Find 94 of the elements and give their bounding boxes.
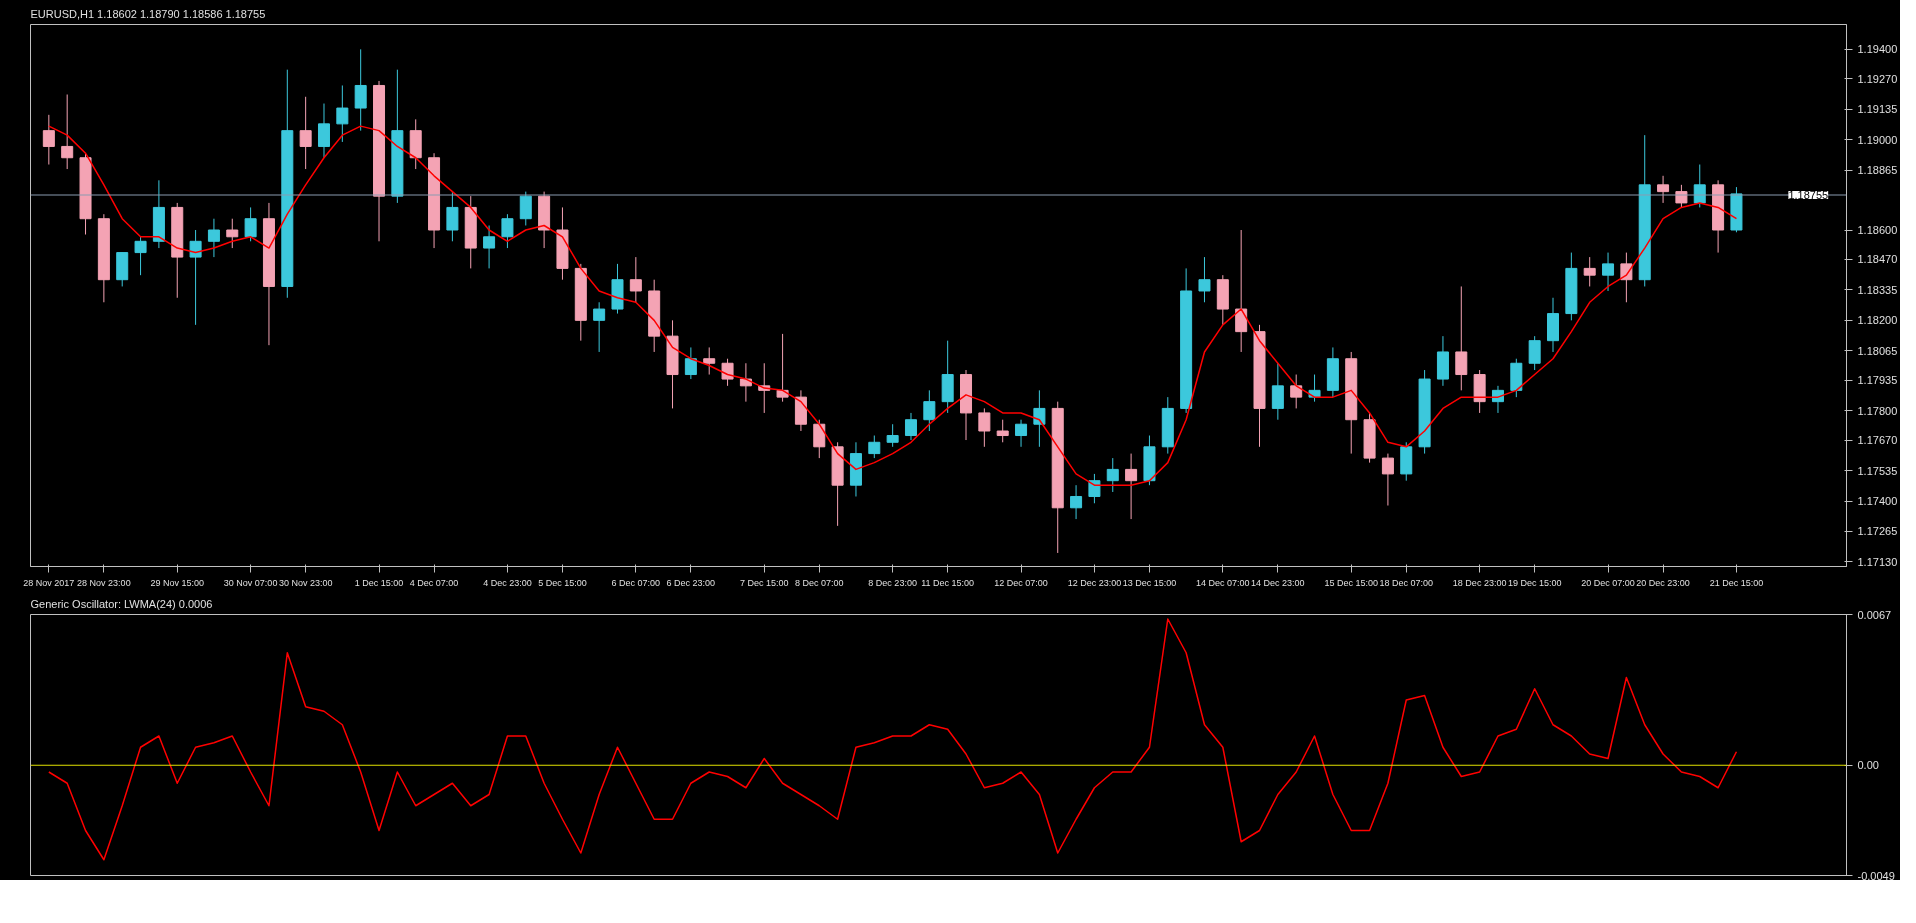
candlestick (226, 218, 239, 249)
candlestick (1271, 362, 1284, 421)
y-tick-label: 1.17670 (1857, 434, 1898, 447)
y-tick-label: -0.0049 (1857, 869, 1895, 882)
x-tick-label: 1 Dec 15:00 (354, 577, 404, 588)
x-tick-label: 11 Dec 15:00 (921, 577, 975, 588)
y-tick-label: 1.19135 (1857, 103, 1898, 116)
x-tick-label: 13 Dec 15:00 (1122, 577, 1177, 588)
y-tick-label: 1.18865 (1857, 164, 1898, 177)
chart-title: EURUSD,H1 1.18602 1.18790 1.18586 1.18755 (30, 7, 266, 20)
x-tick-label: 30 Nov 23:00 (278, 577, 333, 588)
candlestick (1198, 256, 1211, 303)
candlestick (317, 103, 330, 159)
y-tick-label: 1.17400 (1857, 495, 1898, 508)
y-tick-label: 1.18600 (1857, 224, 1898, 237)
x-tick-label: 28 Nov 2017 (23, 577, 75, 588)
candlestick (446, 191, 459, 242)
candlestick (996, 419, 1009, 443)
candlestick (1235, 229, 1248, 353)
y-tick-label: 1.19400 (1857, 43, 1898, 56)
x-tick-label: 14 Dec 07:00 (1196, 577, 1250, 588)
x-tick-label: 8 Dec 07:00 (795, 577, 844, 588)
candlestick (1657, 175, 1670, 204)
candlestick (904, 412, 917, 441)
x-tick-label: 20 Dec 07:00 (1581, 577, 1635, 588)
y-tick-label: 1.17130 (1857, 555, 1898, 568)
candlestick (1528, 335, 1541, 371)
candlestick (703, 346, 716, 376)
x-tick-label: 30 Nov 07:00 (223, 577, 278, 588)
x-tick-label: 6 Dec 07:00 (611, 577, 661, 588)
y-tick-label: 1.19000 (1857, 133, 1898, 146)
candlestick (1290, 374, 1303, 409)
candlestick (813, 419, 826, 459)
x-tick-label: 29 Nov 15:00 (150, 577, 205, 588)
y-tick-label: 1.19270 (1857, 72, 1898, 85)
y-tick-label: 0.00 (1857, 759, 1879, 772)
y-tick-label: 1.18470 (1857, 253, 1898, 266)
candlestick (501, 213, 514, 249)
ref-line-label: 1.18755 (1788, 189, 1829, 201)
y-tick-label: 1.17535 (1857, 464, 1898, 477)
line-series (48, 618, 1738, 861)
x-tick-label: 14 Dec 23:00 (1251, 577, 1305, 588)
candlestick (776, 333, 789, 403)
y-tick-label: 1.18200 (1857, 314, 1898, 327)
candlestick (1033, 389, 1046, 448)
y-tick-label: 1.17265 (1857, 525, 1898, 538)
x-tick-label: 28 Nov 23:00 (77, 577, 131, 588)
candlestick (923, 389, 936, 432)
candlestick (1125, 453, 1138, 520)
y-tick-label: 0.0067 (1857, 608, 1892, 621)
candlestick (354, 48, 367, 132)
candlestick (684, 346, 697, 380)
candlestick (61, 94, 74, 170)
candlestick (207, 218, 220, 258)
x-tick-label: 18 Dec 23:00 (1452, 577, 1507, 588)
candlestick (483, 224, 496, 269)
y-tick-label: 1.17800 (1857, 404, 1898, 417)
x-tick-label: 19 Dec 15:00 (1507, 577, 1562, 588)
y-tick-label: 1.17935 (1857, 374, 1898, 387)
x-tick-label: 12 Dec 07:00 (994, 577, 1048, 588)
candlestick (868, 435, 881, 459)
x-tick-label: 7 Dec 15:00 (739, 577, 789, 588)
x-tick-label: 6 Dec 23:00 (666, 577, 716, 588)
x-tick-label: 4 Dec 07:00 (409, 577, 459, 588)
candlestick (721, 358, 734, 387)
x-tick-label: 21 Dec 15:00 (1709, 577, 1764, 588)
candlestick (886, 423, 899, 448)
y-tick-label: 1.18065 (1857, 344, 1898, 357)
x-tick-label: 20 Dec 23:00 (1636, 577, 1690, 588)
x-tick-label: 4 Dec 23:00 (483, 577, 532, 588)
candlestick (299, 96, 312, 170)
candlestick (189, 229, 202, 326)
candlestick (593, 301, 606, 353)
candlestick (1583, 256, 1596, 287)
candlestick (1602, 252, 1615, 292)
candlestick (244, 206, 257, 242)
candlestick (1381, 453, 1394, 507)
candlestick (1455, 285, 1468, 391)
candlestick (1070, 484, 1083, 520)
x-tick-label: 5 Dec 15:00 (538, 577, 587, 588)
candlestick (1015, 419, 1028, 448)
candlestick (336, 84, 349, 143)
candlestick (1106, 457, 1119, 493)
candlestick (629, 256, 642, 303)
candlestick (42, 114, 55, 166)
chart-title: Generic Oscillator: LWMA(24) 0.0006 (30, 597, 213, 610)
x-tick-label: 12 Dec 23:00 (1067, 577, 1122, 588)
x-tick-label: 8 Dec 23:00 (868, 577, 917, 588)
candlestick (978, 407, 991, 448)
x-tick-label: 18 Dec 07:00 (1379, 577, 1434, 588)
y-tick-label: 1.18335 (1857, 283, 1898, 296)
x-tick-label: 15 Dec 15:00 (1324, 577, 1378, 588)
candlestick (519, 191, 532, 226)
candlestick (134, 236, 147, 276)
